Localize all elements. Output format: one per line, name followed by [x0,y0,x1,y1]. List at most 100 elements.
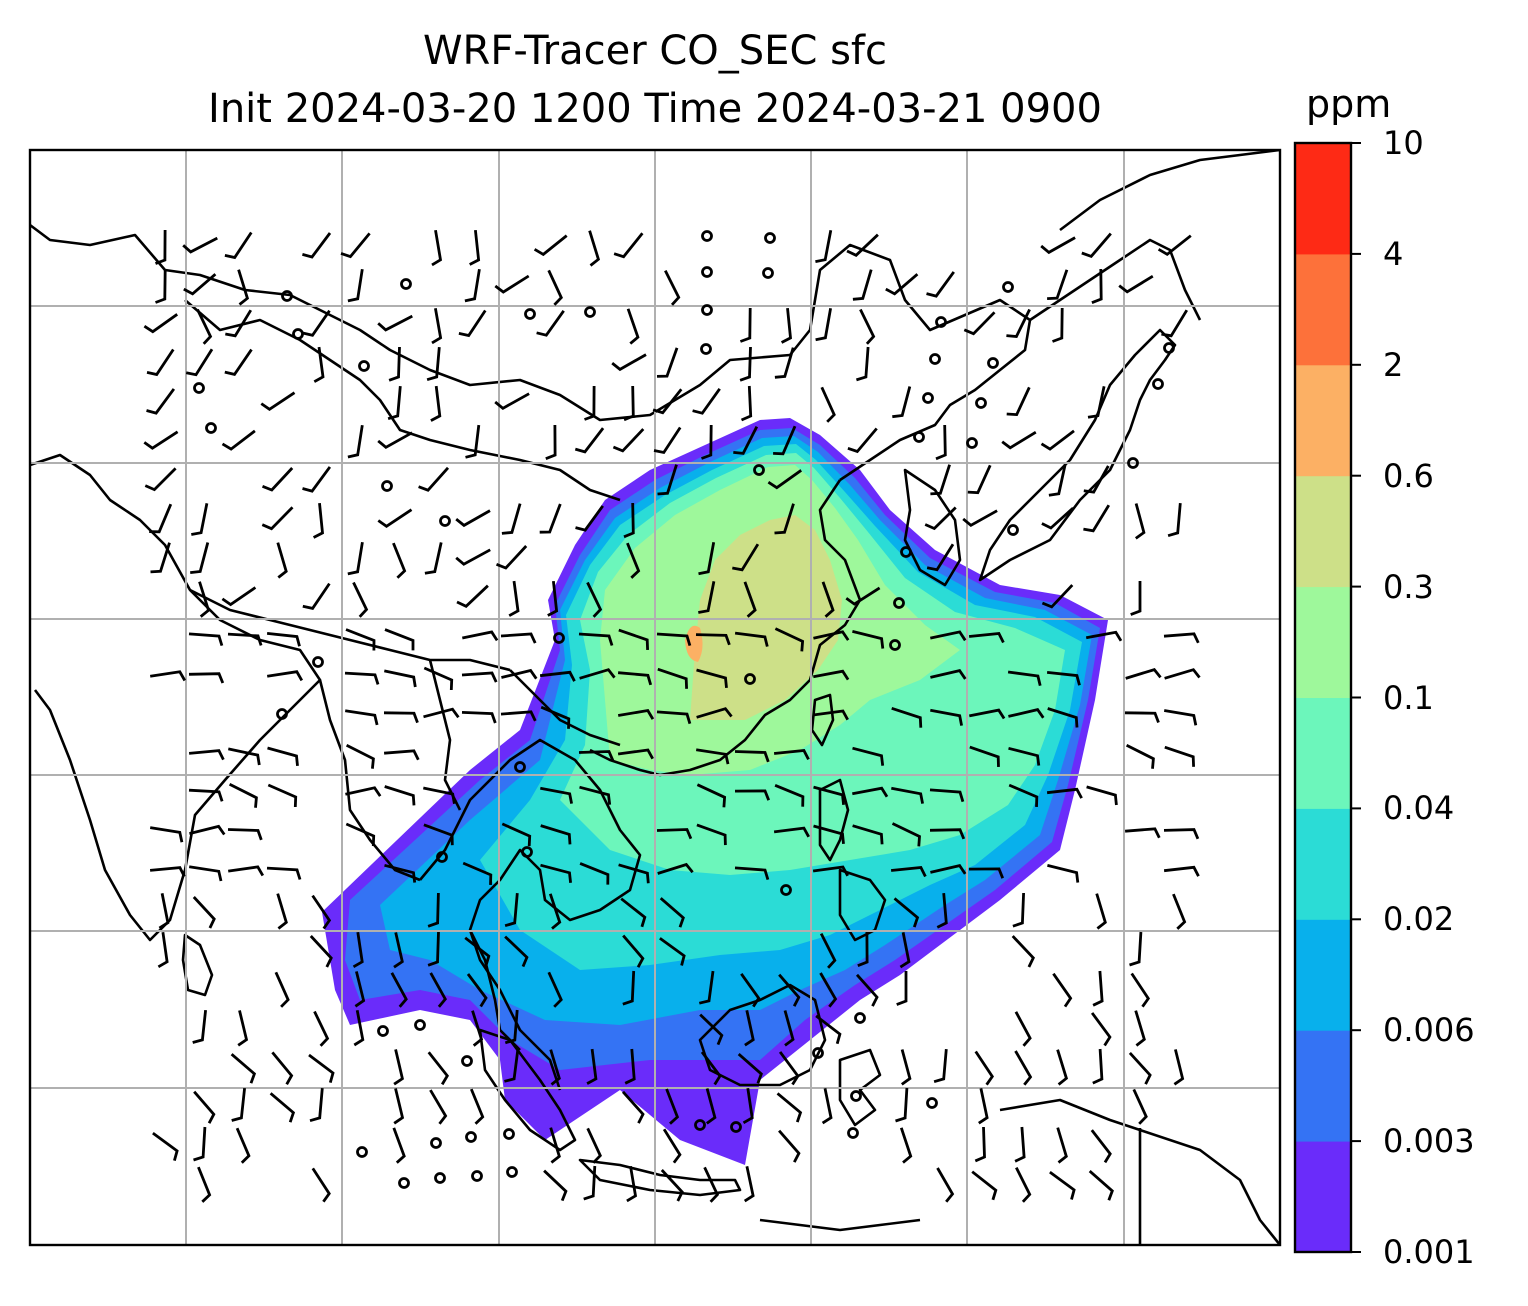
wind-barb [347,541,364,576]
wind-barb [231,1087,246,1122]
wind-barb [578,750,615,762]
wind-barb [157,932,169,969]
wind-barb [458,309,487,338]
calm-wind-marker [753,464,765,476]
wind-barb [1157,234,1192,256]
wind-barb [859,308,876,345]
colorbar-segment [1295,808,1351,920]
wind-barb [1173,1049,1185,1086]
wind-barb [146,348,175,377]
wind-barb [893,897,920,928]
wind-barb [659,897,685,928]
calm-wind-marker [398,1177,410,1189]
wind-barb [626,542,641,579]
wind-barb [427,931,440,967]
wind-barb [1088,1170,1114,1201]
wind-barb [618,628,649,650]
wind-barb [344,709,379,726]
wind-barb [146,388,176,415]
wind-barb [192,1009,207,1044]
wind-barb [266,670,304,682]
wind-barb [624,1048,636,1085]
borneo [698,983,827,1087]
wind-barb [662,1128,682,1164]
calm-wind-marker [893,597,905,609]
wind-barb [387,385,402,421]
calm-wind-marker [966,437,978,449]
colorbar-segment [1295,143,1351,255]
wind-barb [261,506,294,531]
calm-wind-marker [1127,457,1139,469]
wind-barb [1011,935,1035,968]
wind-barb [266,866,302,880]
calm-wind-marker [276,708,288,720]
calm-wind-marker [854,1012,866,1024]
wind-barb [743,581,757,618]
calm-wind-marker [356,1146,368,1158]
wind-barbs [143,229,1201,1203]
wind-barb [1172,893,1187,930]
wind-barb [774,784,805,807]
wind-barb [930,464,951,496]
wind-barb [819,932,837,969]
wind-barb [1163,709,1198,726]
wind-barb [423,666,454,691]
wind-barb [968,632,1005,644]
wind-barb [652,388,683,415]
wind-barb [230,1053,257,1084]
calm-wind-marker [694,1119,706,1131]
wind-barb [393,932,404,969]
wind-barb [929,828,966,840]
wind-barb [583,1165,597,1201]
central-asia-borders [184,299,621,502]
calm-wind-marker [900,546,912,558]
wind-barb [962,509,998,527]
wind-barb [235,1127,251,1164]
wind-barb [1132,1088,1148,1125]
wind-barb [578,632,614,646]
wind-barb [354,971,366,1008]
wind-barb [1008,746,1041,766]
wind-barb [1130,581,1142,616]
wind-barb [1007,670,1042,687]
wind-barb [470,1088,485,1125]
wind-barb [462,630,499,642]
wind-barb [1085,630,1123,642]
wind-barb [185,348,214,377]
wind-barb [846,233,879,257]
calm-wind-marker [377,1025,389,1037]
calm-wind-marker [381,480,393,492]
wind-barb [1046,671,1081,686]
wind-barb [1052,307,1064,343]
wind-barb [1118,275,1154,294]
wind-barb [352,931,364,969]
wind-barb [657,862,694,875]
wind-barb [188,749,225,761]
wind-barb [494,274,530,294]
wind-barb [384,863,417,883]
wind-barb [188,865,223,882]
wind-barb [302,466,332,493]
wind-barb [926,271,955,298]
wind-barb [813,669,850,681]
wind-barb [504,1048,520,1083]
wind-barb [227,828,263,841]
calm-wind-marker [700,343,712,355]
wind-barb [237,1010,249,1047]
wind-barb [309,1087,324,1123]
wind-barb [227,632,263,646]
philippines-luzon [818,778,850,862]
wind-barb [783,1010,795,1047]
wind-barb [547,580,559,617]
calm-wind-marker [701,266,713,278]
wind-barb [548,893,562,930]
wind-barb [895,1087,909,1123]
wind-barb [302,582,331,610]
wind-barb [1048,464,1067,497]
wind-barb [855,346,870,382]
wind-barb [773,425,797,456]
wind-barb [1163,828,1200,840]
calm-wind-marker [193,382,205,394]
wind-barb [345,628,376,651]
